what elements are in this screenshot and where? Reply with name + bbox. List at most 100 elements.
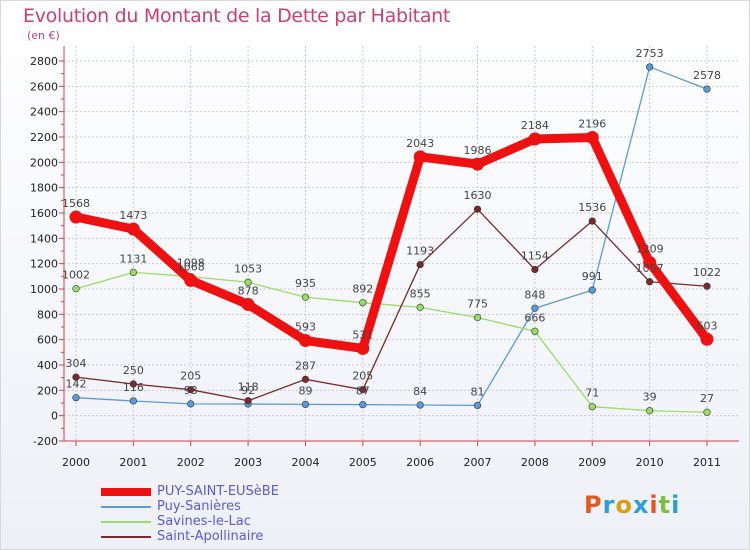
data-point-1 (588, 286, 596, 294)
data-point-2 (646, 407, 654, 415)
data-label-2: 775 (467, 298, 488, 311)
data-point-2 (72, 285, 80, 293)
data-label-3: 118 (238, 381, 259, 394)
data-label-2: 892 (352, 283, 373, 296)
legend-swatch (101, 506, 151, 508)
data-label-1: 2578 (693, 69, 721, 82)
data-point-0 (471, 157, 485, 171)
data-point-0 (126, 222, 140, 236)
y-tick-label: 2800 (30, 55, 58, 68)
x-tick-label: 2009 (578, 456, 606, 469)
legend-label: PUY-SAINT-EUSèBE (157, 484, 279, 499)
series-layer (69, 63, 714, 416)
data-label-2: 935 (295, 277, 316, 290)
logo-letter: t (658, 491, 672, 519)
y-tick-label: 1200 (30, 258, 58, 271)
data-label-2: 1131 (119, 252, 147, 265)
data-label-0: 593 (295, 321, 316, 334)
data-point-1 (703, 85, 711, 93)
data-point-1 (646, 63, 654, 71)
unit-label: (en €) (27, 29, 60, 42)
data-label-0: 2184 (521, 119, 549, 132)
data-label-0: 1986 (464, 144, 492, 157)
y-tick-label: 2200 (30, 131, 58, 144)
data-point-2 (416, 303, 424, 311)
data-labels: 1568 1473 1068 878 593 531 2043 1986 2184 2196 120… (62, 47, 721, 405)
data-label-1: 81 (471, 385, 485, 398)
data-point-2 (301, 293, 310, 301)
data-point-3 (244, 397, 252, 405)
data-label-0: 1209 (636, 243, 664, 256)
data-point-1 (473, 401, 482, 410)
data-label-2: 1098 (177, 257, 205, 270)
data-label-1: 142 (66, 378, 87, 391)
data-point-1 (72, 394, 80, 402)
series-line-0 (75, 133, 711, 353)
data-point-0 (298, 334, 312, 348)
data-label-2: 27 (700, 392, 714, 405)
data-point-1 (531, 304, 539, 312)
data-point-3 (588, 217, 596, 225)
data-label-1: 848 (524, 288, 545, 301)
data-point-0 (69, 210, 83, 224)
data-label-3: 205 (352, 370, 373, 383)
data-point-1 (301, 400, 310, 408)
data-label-3: 250 (123, 364, 144, 377)
axes: -200 0 200 400 600 800 1000 1200 1400 1600 1800 200… (30, 46, 739, 469)
legend-swatch (101, 536, 151, 538)
logo-letter: i (649, 491, 659, 519)
legend-label: Saint-Apollinaire (157, 529, 264, 544)
data-label-0: 2043 (406, 137, 434, 150)
data-label-1: 87 (356, 385, 370, 398)
x-tick-label: 2008 (521, 456, 549, 469)
data-label-0: 878 (238, 284, 259, 297)
data-label-2: 855 (410, 287, 431, 300)
data-point-2 (588, 403, 596, 411)
data-label-0: 531 (352, 328, 373, 341)
y-tick-label: 400 (37, 359, 58, 372)
data-point-1 (359, 401, 367, 409)
data-label-2: 666 (524, 311, 545, 324)
x-tick-label: 2002 (177, 456, 205, 469)
data-label-2: 1002 (62, 269, 90, 282)
x-tick-label: 2003 (234, 456, 262, 469)
data-label-3: 205 (180, 370, 201, 383)
data-label-1: 84 (413, 385, 427, 398)
data-point-3 (703, 282, 711, 290)
data-point-0 (356, 341, 370, 355)
data-point-2 (244, 278, 252, 286)
legend-label: Puy-Sanières (157, 499, 241, 514)
grid-lines (64, 46, 739, 442)
data-point-3 (416, 260, 424, 269)
logo-letter: r (602, 491, 616, 519)
y-tick-label: 200 (37, 384, 58, 397)
data-point-1 (129, 397, 137, 405)
data-label-0: 2196 (578, 118, 606, 131)
x-tick-label: 2005 (349, 456, 377, 469)
data-label-1: 116 (123, 381, 144, 394)
data-label-1: 89 (298, 384, 312, 397)
data-label-3: 1057 (636, 262, 664, 275)
data-point-3 (129, 380, 137, 388)
y-tick-label: 1400 (30, 232, 58, 245)
data-label-3: 304 (66, 357, 87, 370)
data-label-3: 1193 (406, 245, 434, 258)
data-label-2: 39 (643, 391, 657, 404)
legend-swatch (101, 521, 151, 523)
data-point-2 (703, 408, 711, 416)
data-point-3 (473, 205, 482, 213)
series-line-2 (75, 271, 708, 413)
x-tick-label: 2000 (62, 456, 90, 469)
data-label-0: 1068 (177, 260, 205, 273)
y-tick-label: 1600 (30, 207, 58, 220)
y-tick-label: 2600 (30, 80, 58, 93)
data-point-2 (473, 313, 482, 322)
y-tick-label: -200 (33, 435, 58, 448)
logo-letter: o (615, 491, 633, 519)
data-label-1: 93 (184, 384, 198, 397)
proxiti-logo: Proxiti (584, 491, 680, 519)
legend-swatch (101, 488, 151, 496)
data-point-0 (585, 131, 599, 145)
data-label-0: 1473 (119, 209, 147, 222)
